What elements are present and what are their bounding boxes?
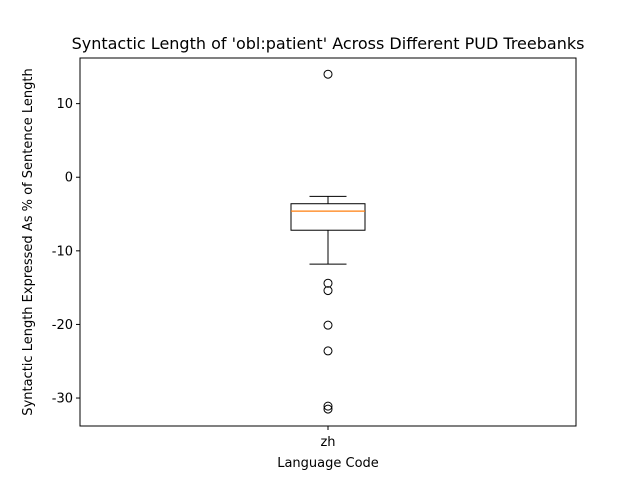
x-tick-label: zh bbox=[320, 435, 335, 450]
outlier-point bbox=[323, 346, 333, 356]
y-tick-label: -20 bbox=[52, 318, 73, 333]
plot-area: 10 0 -10 -20 -30 zh bbox=[52, 69, 366, 450]
y-axis-label: Syntactic Length Expressed As % of Sente… bbox=[21, 68, 36, 415]
outlier-point bbox=[323, 404, 333, 414]
chart-title: Syntactic Length of 'obl:patient' Across… bbox=[72, 34, 585, 53]
box-iqr bbox=[290, 203, 366, 231]
x-axis-label: Language Code bbox=[277, 456, 379, 471]
y-tick-label: 10 bbox=[56, 97, 73, 112]
y-tick-label: -10 bbox=[52, 244, 73, 259]
outlier-point bbox=[323, 278, 333, 288]
outlier-point bbox=[323, 286, 333, 296]
outlier-point bbox=[323, 69, 333, 79]
plot-frame bbox=[79, 57, 577, 427]
y-tick-label: -30 bbox=[52, 392, 73, 407]
y-tick-label: 0 bbox=[65, 171, 73, 186]
outlier-point bbox=[323, 320, 333, 330]
outlier-point bbox=[323, 401, 333, 411]
